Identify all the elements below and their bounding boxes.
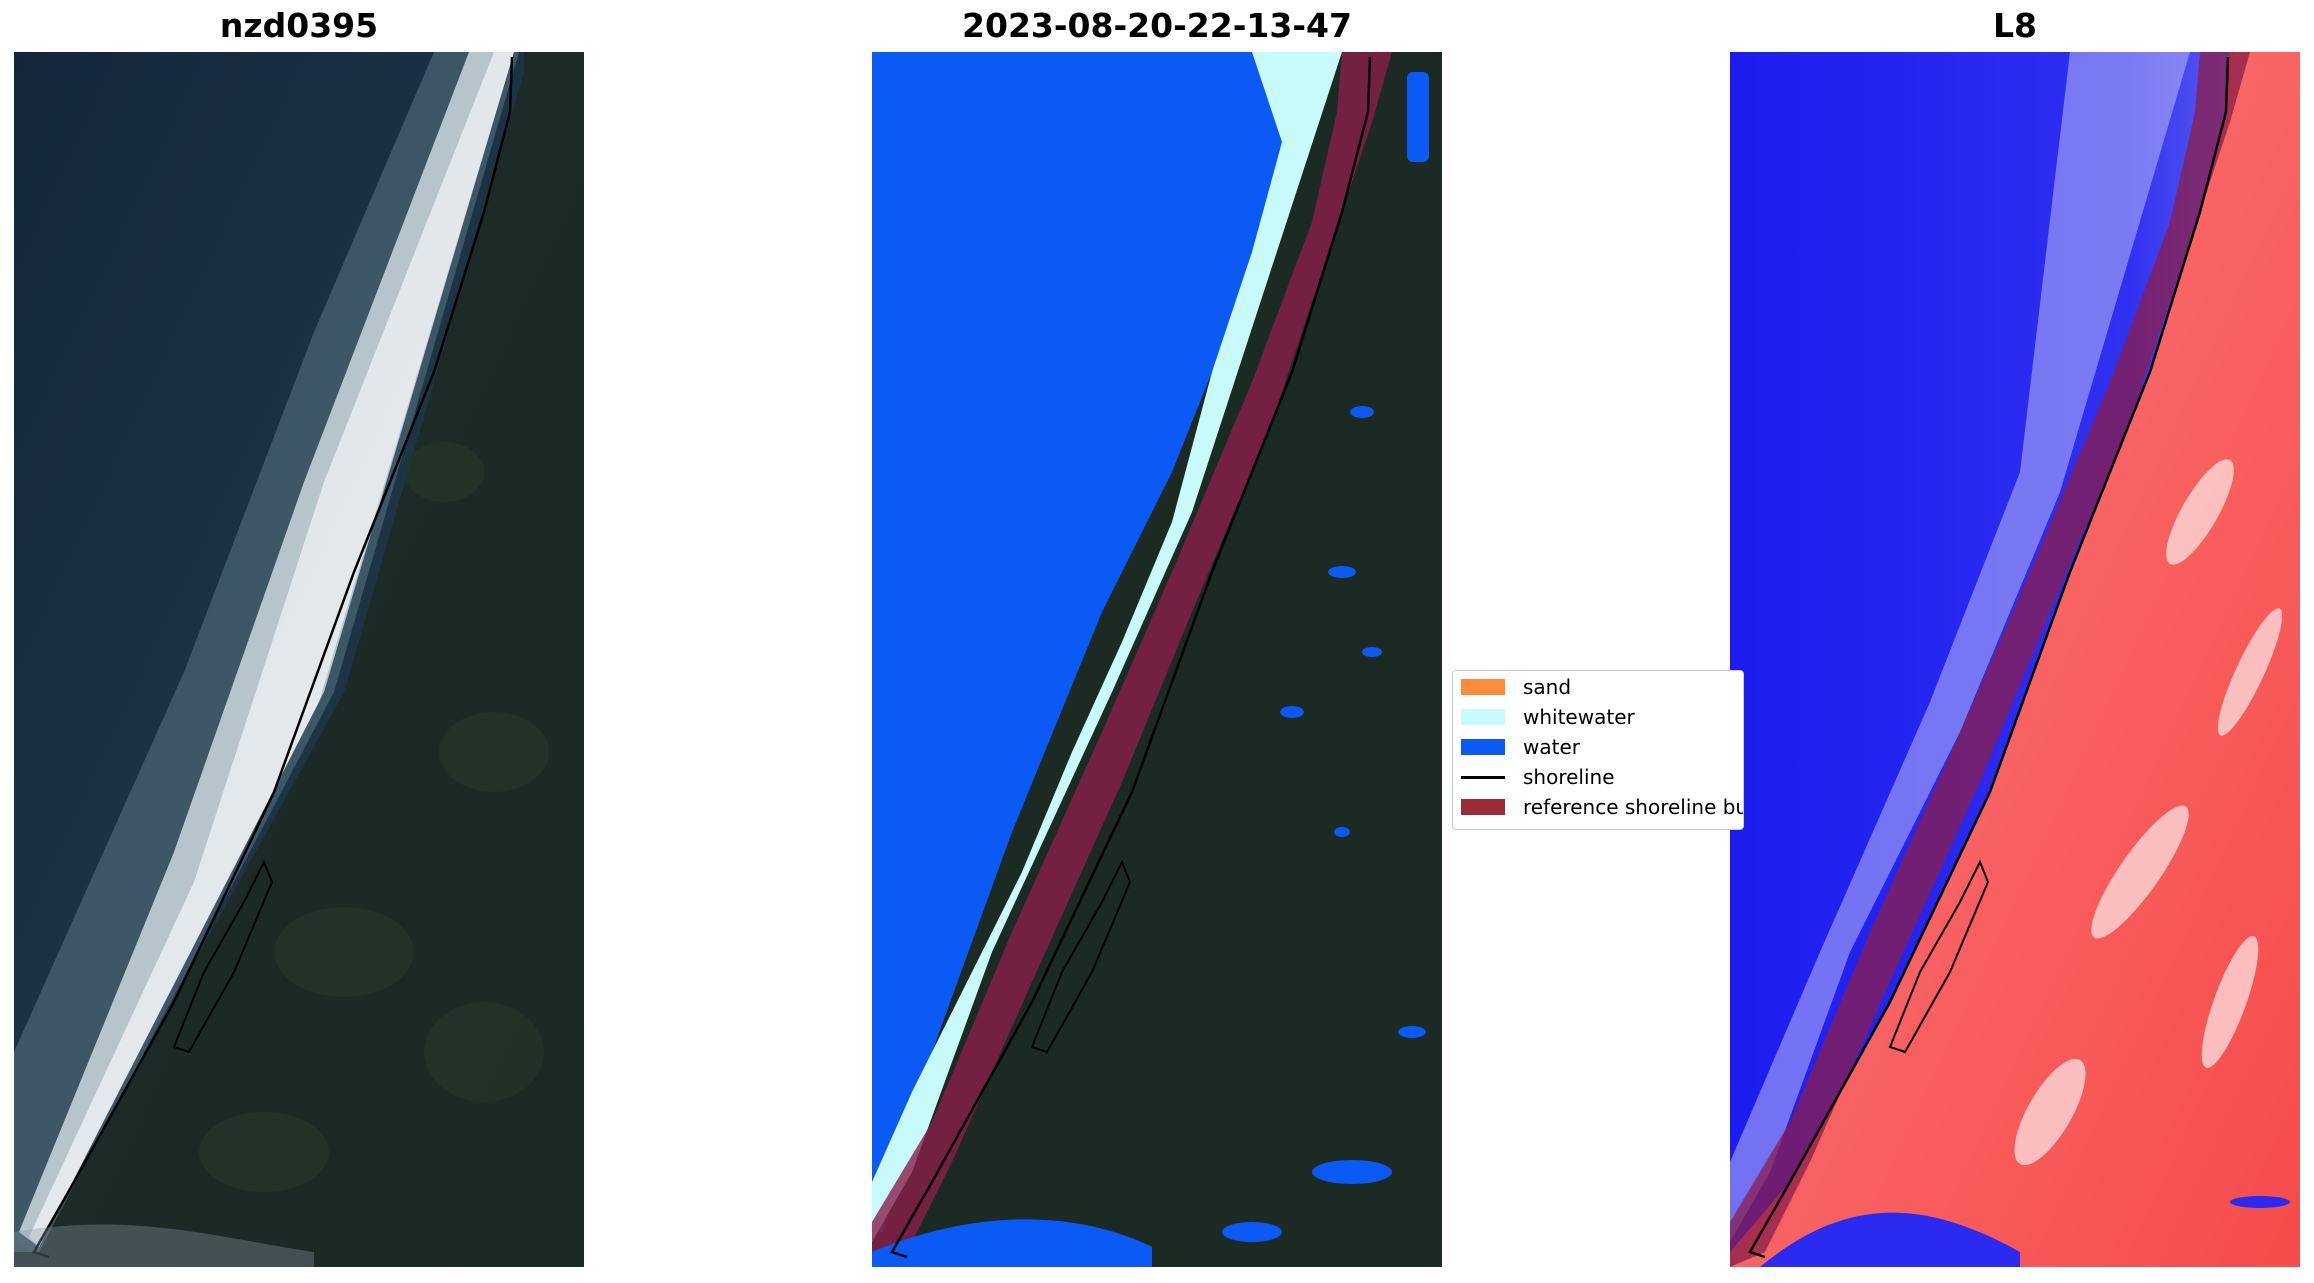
classified-image [872,52,1442,1267]
legend-label: water [1523,735,1580,759]
panel-title-rgb: nzd0395 [219,6,379,45]
legend-label: shoreline [1523,765,1615,789]
whitewater-swatch [1461,709,1505,725]
legend-label: sand [1523,675,1572,699]
legend: sand whitewater water shoreline referenc… [1452,670,1744,830]
legend-item-shoreline: shoreline [1461,765,1615,789]
legend-item-whitewater: whitewater [1461,705,1635,729]
legend-label: whitewater [1523,705,1635,729]
sand-swatch [1461,679,1505,695]
legend-item-sand: sand [1461,675,1571,699]
water-swatch [1461,739,1505,755]
panel-title-classified: 2023-08-20-22-13-47 [962,6,1352,45]
legend-item-reference-shoreline-buffer: reference shoreline buffer [1461,795,1743,819]
buffer-swatch [1461,799,1505,815]
legend-item-water: water [1461,735,1580,759]
rgb-satellite-image [14,52,584,1267]
panel-title-index: L8 [1993,6,2037,45]
shoreline-line-swatch [1461,775,1505,779]
legend-label: reference shoreline buffer [1523,795,1743,819]
index-image [1730,52,2300,1267]
